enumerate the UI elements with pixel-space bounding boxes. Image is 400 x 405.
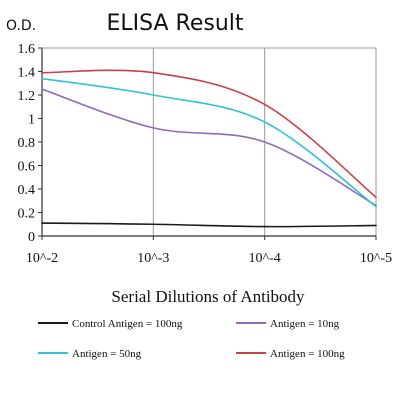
series-line-4 (41, 69, 377, 198)
grid (41, 47, 377, 236)
chart-title: ELISA Result (106, 11, 243, 36)
y-tick-label: 0.4 (18, 183, 36, 198)
y-tick-label: 1.4 (18, 66, 36, 81)
legend-label: Antigen = 10ng (270, 318, 340, 330)
data-point (263, 225, 266, 228)
y-tick-label: 0.6 (18, 160, 36, 175)
data-point (263, 103, 266, 106)
series-line-3 (41, 77, 377, 208)
x-tick-label: 10^-5 (360, 251, 392, 266)
series-line-1 (41, 222, 377, 228)
data-point (152, 223, 155, 226)
data-point (375, 196, 377, 199)
data-point (263, 121, 266, 123)
y-tick-label: 0 (28, 230, 35, 245)
data-point (375, 224, 377, 227)
x-tick-label: 10^-2 (26, 251, 58, 266)
x-tick-labels: 10^-2 10^-3 10^-4 10^-5 (26, 236, 392, 266)
data-point (152, 71, 155, 74)
series-line-2 (41, 88, 377, 207)
x-tick-label: 10^-4 (249, 251, 281, 266)
axes (41, 48, 376, 237)
y-tick-label: 1.2 (18, 89, 36, 104)
y-tick-label: 0.8 (18, 136, 36, 151)
legend: Control Antigen = 100ng Antigen = 10ng Ant… (38, 318, 345, 360)
y-tick-label: 1.6 (18, 42, 36, 57)
y-tick-label: 1 (28, 113, 35, 128)
data-point (152, 127, 155, 129)
data-point (375, 205, 377, 208)
legend-label: Control Antigen = 100ng (72, 318, 183, 330)
data-point (152, 94, 155, 96)
data-point (263, 141, 266, 143)
x-axis-label: Serial Dilutions of Antibody (111, 287, 305, 306)
data-point (41, 222, 43, 224)
legend-label: Antigen = 100ng (270, 348, 345, 360)
y-tick-labels: 0 0.2 0.4 0.6 0.8 1 1.2 1.4 1.6 (18, 42, 42, 245)
x-tick-label: 10^-3 (137, 251, 169, 266)
y-tick-label: 0.2 (18, 207, 36, 222)
data-point (41, 88, 43, 90)
data-point (41, 71, 43, 74)
legend-label: Antigen = 50ng (72, 348, 142, 360)
y-axis-label: O.D. (6, 18, 36, 34)
data-point (41, 77, 43, 80)
series-lines (41, 69, 377, 228)
